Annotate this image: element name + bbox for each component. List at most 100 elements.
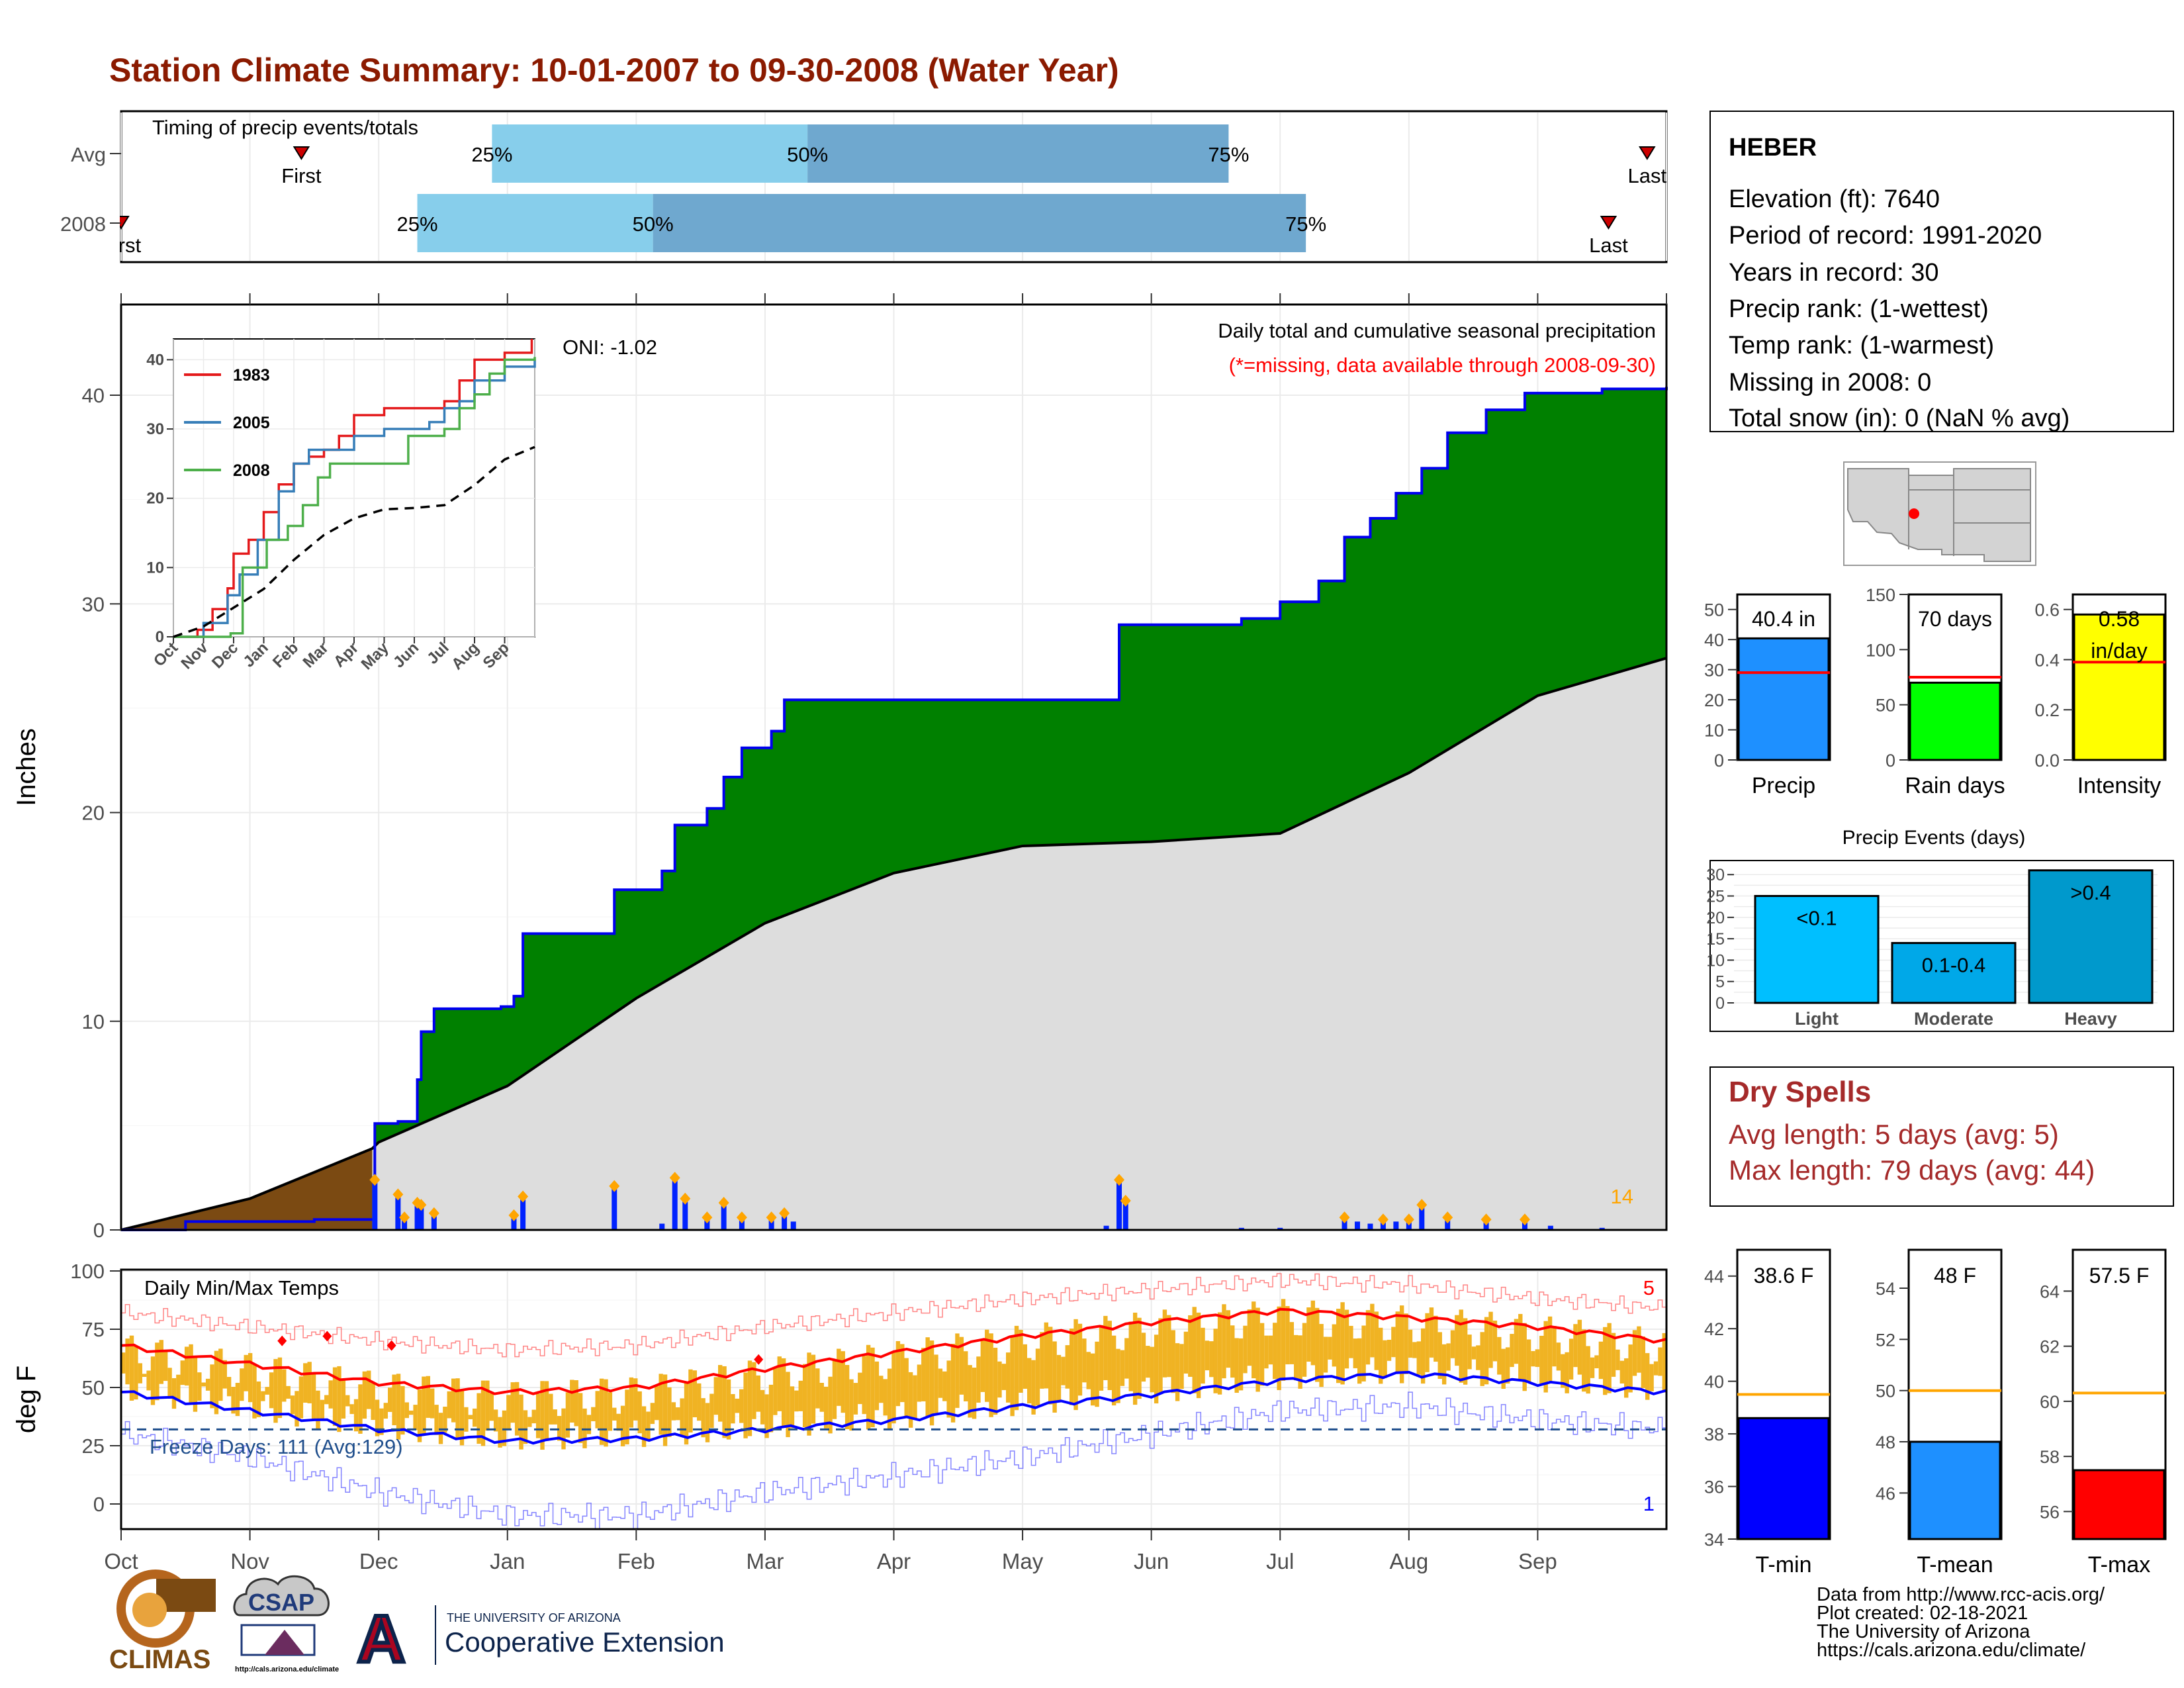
daily-precip-bar <box>704 1217 710 1230</box>
daily-temp-bar <box>972 1367 977 1419</box>
daily-temp-bar <box>595 1391 600 1429</box>
daily-temp-bar <box>1099 1325 1104 1391</box>
daily-temp-bar <box>1471 1346 1477 1360</box>
daily-temp-bar <box>231 1387 236 1414</box>
timing-panel: Timing of precip events/totals Avg 25% 50% 7… <box>0 110 1668 263</box>
daily-temp-bar <box>455 1378 460 1440</box>
daily-temp-bar <box>1171 1330 1175 1393</box>
daily-temp-bar <box>1552 1326 1557 1367</box>
daily-precip-bar <box>1445 1217 1451 1230</box>
avg-exceeds-area <box>121 1142 379 1230</box>
daily-temp-bar <box>256 1381 261 1417</box>
daily-temp-bar <box>1273 1323 1277 1380</box>
daily-temp-bar <box>1480 1332 1484 1386</box>
daily-temp-bar <box>807 1352 811 1436</box>
daily-precip-bar <box>612 1186 617 1230</box>
daily-temp-bar <box>167 1368 172 1397</box>
daily-temp-bar <box>1073 1319 1078 1411</box>
daily-temp-bar <box>146 1370 151 1391</box>
daily-temp-bar <box>676 1407 680 1421</box>
daily-temp-bar <box>1484 1317 1489 1385</box>
record-min-line <box>121 1391 1667 1530</box>
daily-temp-bar <box>853 1383 858 1415</box>
daily-precip-bar <box>682 1198 688 1230</box>
daily-temp-bar <box>527 1417 532 1427</box>
daily-temp-bar <box>1492 1320 1498 1362</box>
daily-temp-bar <box>1357 1338 1362 1384</box>
precip-event-marker <box>518 1190 529 1203</box>
temp-summary-ytick-label: 58 <box>2040 1447 2060 1467</box>
daily-temp-bar <box>1425 1313 1430 1372</box>
daily-temp-bar <box>938 1368 943 1398</box>
daily-temp-bar <box>1328 1336 1332 1360</box>
summary-bar <box>1909 681 2001 761</box>
events-category-label: Heavy <box>2064 1009 2117 1029</box>
daily-temp-bar <box>955 1333 960 1408</box>
daily-temp-bar <box>159 1340 163 1384</box>
daily-temp-bar <box>574 1380 578 1427</box>
temp-summary-ytick-label: 50 <box>1876 1382 1895 1401</box>
daily-precip-bar <box>782 1213 788 1230</box>
daily-temp-bar <box>349 1404 354 1415</box>
daily-temp-bar <box>379 1408 384 1435</box>
daily-temp-bar <box>540 1381 545 1450</box>
record-high-marker <box>322 1331 332 1342</box>
footer-line: Data from http://www.rcc-acis.org/ <box>1817 1584 2105 1605</box>
daily-precip-bar <box>1419 1205 1425 1230</box>
daily-precip-bar <box>672 1178 678 1230</box>
daily-temp-bar <box>989 1333 993 1417</box>
temp-summary-value: 38.6 F <box>1754 1264 1814 1288</box>
precip-event-marker <box>736 1211 747 1224</box>
events-ytick-label: 0 <box>1715 994 1725 1013</box>
last-event-marker <box>1639 146 1656 160</box>
summary-bar <box>1737 637 1830 761</box>
daily-temp-bar <box>655 1386 659 1421</box>
main-ytick-label: 40 <box>82 384 105 407</box>
daily-temp-bar <box>1611 1333 1616 1377</box>
daily-temp-bar <box>337 1366 341 1432</box>
daily-temp-bar <box>226 1377 232 1397</box>
daily-temp-bar <box>549 1393 553 1425</box>
summary-ytick-label: 150 <box>1866 585 1895 605</box>
daily-temp-bar <box>1035 1348 1040 1406</box>
daily-temp-bar <box>544 1381 549 1441</box>
daily-temp-bar <box>1209 1341 1214 1378</box>
main-ytick-label: 20 <box>82 802 105 825</box>
daily-temp-bar <box>692 1370 698 1418</box>
daily-temp-bar <box>879 1376 884 1403</box>
timing-bar-q2 <box>807 124 1229 183</box>
daily-temp-bar <box>913 1375 917 1419</box>
avg-min-temp-line <box>120 1370 1667 1445</box>
footer-line: https://cals.arizona.edu/climate/ <box>1817 1640 2086 1661</box>
university-of-arizona-logo: A THE UNIVERSITY OF ARIZONA Cooperative … <box>355 1600 725 1678</box>
daily-temp-bar <box>282 1369 287 1402</box>
daily-temp-bar <box>832 1360 837 1419</box>
main-ytick-label: 30 <box>82 592 105 616</box>
events-ytick-label: 30 <box>1706 866 1725 884</box>
first-event-label: First <box>281 164 322 187</box>
daily-temp-bar <box>1277 1306 1281 1390</box>
daily-temp-bar <box>608 1392 613 1431</box>
daily-precip-bar <box>1103 1225 1109 1230</box>
daily-temp-bar <box>1340 1302 1345 1385</box>
month-tick-label: Sep <box>1518 1549 1557 1573</box>
daily-temp-bar <box>599 1378 604 1445</box>
daily-temp-bar <box>443 1407 447 1433</box>
temp-summary-ytick-label: 38 <box>1704 1425 1724 1444</box>
daily-temp-bar <box>1116 1348 1120 1403</box>
daily-temp-bar <box>214 1350 219 1415</box>
daily-temp-bar <box>303 1363 308 1403</box>
daily-temp-bar <box>1310 1300 1316 1366</box>
location-map <box>1843 461 2036 566</box>
daily-temp-bar <box>1598 1341 1604 1380</box>
daily-temp-bar <box>1556 1342 1561 1371</box>
precip-event-marker <box>1403 1213 1414 1226</box>
daily-temp-bar <box>985 1329 989 1402</box>
daily-temp-bar <box>604 1379 608 1447</box>
daily-temp-bar <box>591 1407 596 1421</box>
daily-temp-bar <box>1141 1333 1146 1382</box>
daily-temp-bar <box>1259 1323 1265 1386</box>
daily-temp-bar <box>328 1380 333 1409</box>
daily-temp-bar <box>324 1395 329 1405</box>
daily-temp-bar <box>286 1385 291 1399</box>
